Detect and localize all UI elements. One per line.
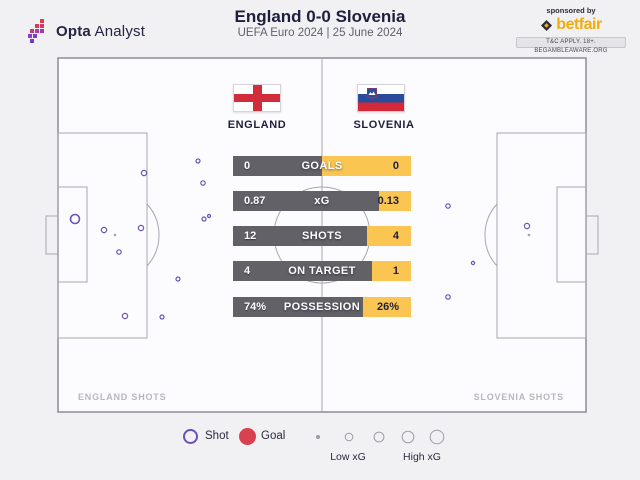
stat-row-shots: 12 SHOTS 4 (233, 226, 411, 246)
brand-name: Opta Analyst (56, 23, 145, 40)
away-team-name: SLOVENIA (353, 119, 415, 131)
shot-marker (175, 276, 181, 282)
home-stat-value: 4 (244, 265, 251, 277)
shot-marker (116, 249, 122, 255)
shot-legend-icon (183, 429, 198, 444)
xg-size-legend (316, 429, 445, 445)
opta-logo-icon (28, 19, 44, 43)
home-stat-value: 0 (244, 160, 251, 172)
opta-analyst-logo: Opta Analyst (28, 19, 145, 43)
england-shots-label: ENGLAND SHOTS (78, 392, 167, 402)
stat-label: GOALS (301, 160, 343, 172)
goal-legend-label: Goal (261, 430, 286, 442)
stat-label: xG (314, 195, 330, 207)
shot-markers-layer (69, 158, 531, 320)
shot-marker (445, 294, 451, 300)
home-stat-value: 0.87 (244, 195, 266, 207)
shot-marker (201, 216, 207, 222)
shot-marker (121, 312, 129, 320)
away-stat-value: 4 (392, 230, 399, 242)
home-stat-value: 74% (244, 301, 267, 313)
sponsor-block: sponsored by betfair T&C APPLY. 18+. BEG… (516, 6, 626, 54)
betfair-icon (541, 19, 553, 31)
home-bar-segment (233, 156, 322, 176)
penalty-arc-right (484, 203, 498, 267)
england-flag (233, 84, 281, 112)
slovenia-shots-label: SLOVENIA SHOTS (473, 392, 564, 402)
shot-marker (206, 213, 212, 219)
shot-marker (137, 224, 145, 232)
penalty-spot-right (527, 233, 531, 237)
slovenia-flag (357, 84, 405, 112)
shot-marker (344, 432, 354, 442)
stat-row-goals: 0 GOALS 0 (233, 156, 411, 176)
away-stat-value: 0.13 (377, 195, 399, 207)
shot-marker (140, 169, 148, 177)
stat-row-xg: 0.87 xG 0.13 (233, 191, 411, 211)
betfair-logo: betfair (516, 16, 626, 34)
away-stat-value: 1 (392, 265, 399, 277)
stat-label: ON TARGET (288, 265, 356, 277)
penalty-arc-left (146, 203, 160, 267)
betfair-wordmark: betfair (556, 16, 602, 33)
penalty-spot-left (113, 233, 117, 237)
shot-marker (445, 203, 451, 209)
shot-marker (100, 226, 108, 234)
shot-marker (69, 213, 81, 225)
home-bar-segment (233, 226, 367, 246)
brand-bold: Opta (56, 22, 91, 40)
shot-marker (373, 431, 385, 443)
england-flag-cross-horizontal (234, 94, 280, 102)
shot-marker (429, 429, 445, 445)
stat-row-possession: 74% POSSESSION 26% (233, 297, 411, 317)
shot-marker (401, 430, 415, 444)
home-team-name: ENGLAND (227, 119, 287, 131)
sponsored-by-label: sponsored by (546, 6, 596, 15)
home-bar-segment (233, 261, 372, 281)
stat-row-on-target: 4 ON TARGET 1 (233, 261, 411, 281)
shot-marker (470, 260, 476, 266)
shot-marker (159, 314, 165, 320)
away-stat-value: 0 (392, 160, 399, 172)
away-stat-value: 26% (376, 301, 399, 313)
home-stat-value: 12 (244, 230, 257, 242)
match-subtitle: UEFA Euro 2024 | 25 June 2024 (237, 27, 403, 39)
shot-marker (195, 158, 201, 164)
goal-right (585, 215, 599, 255)
home-bar-segment (233, 297, 363, 317)
goal-left (45, 215, 59, 255)
home-bar-segment (233, 191, 379, 211)
stat-label: SHOTS (302, 230, 342, 242)
match-title: England 0-0 Slovenia (234, 7, 406, 26)
shot-legend-label: Shot (205, 430, 229, 442)
stat-label: POSSESSION (283, 301, 361, 313)
shot-marker (523, 222, 531, 230)
sponsor-disclaimer: T&C APPLY. 18+. BEGAMBLEAWARE.ORG (516, 37, 626, 54)
shot-marker (316, 435, 320, 439)
low-xg-label: Low xG (330, 451, 366, 463)
brand-regular: Analyst (90, 22, 146, 40)
slovenia-coat-of-arms (367, 88, 377, 99)
goal-legend-icon (239, 428, 256, 445)
shot-marker (200, 180, 206, 186)
high-xg-label: High xG (403, 451, 441, 463)
